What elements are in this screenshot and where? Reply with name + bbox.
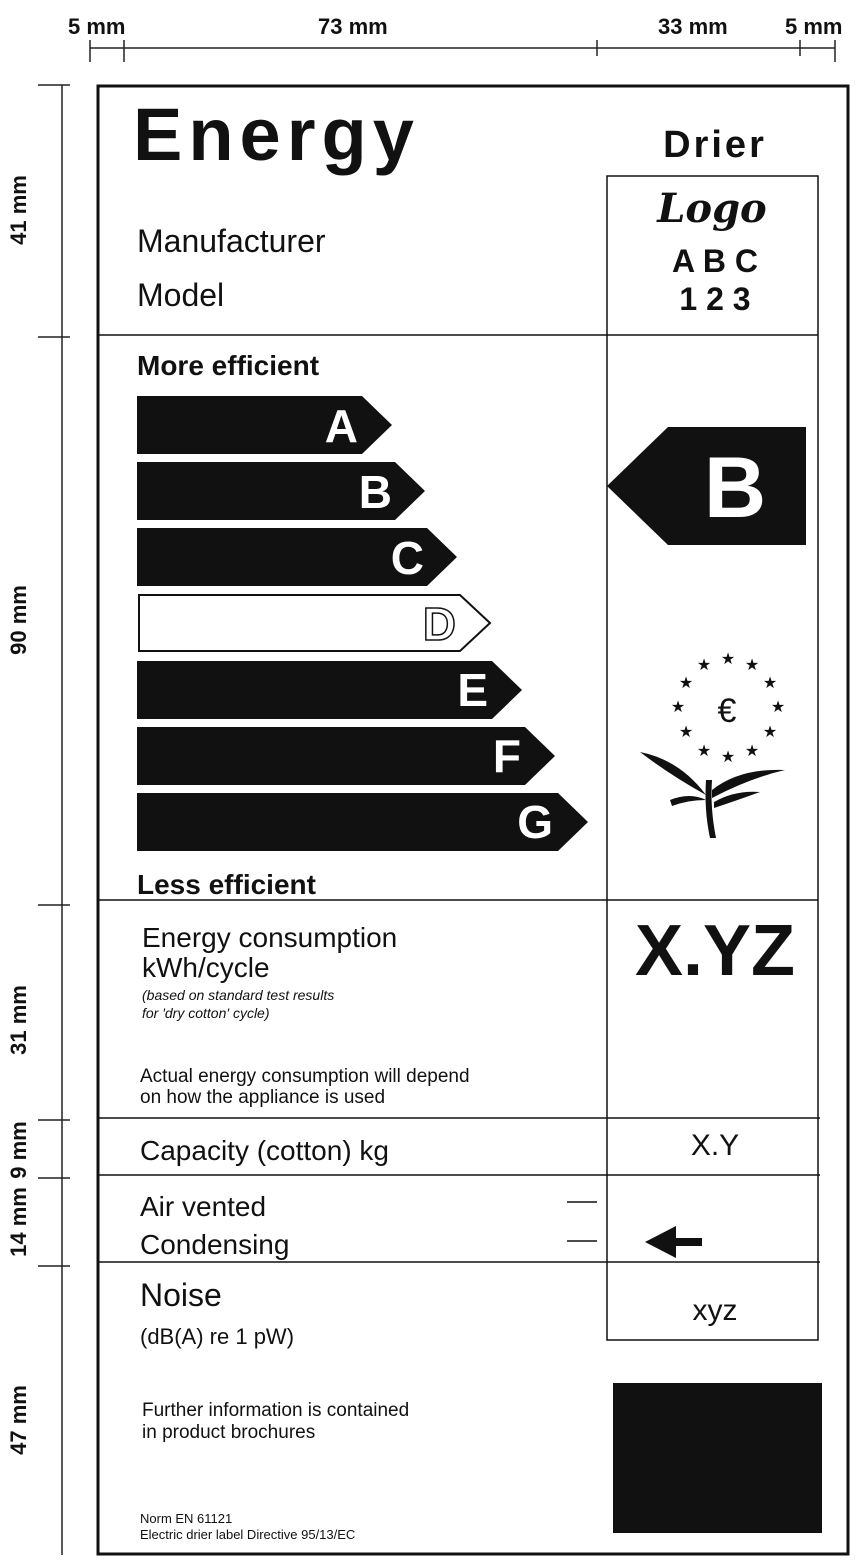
svg-text:★: ★: [738, 1489, 750, 1504]
svg-text:★: ★: [756, 1472, 768, 1487]
dim-left: 31 mm: [6, 985, 31, 1055]
dim-left: 14 mm: [6, 1187, 31, 1257]
noise-unit: (dB(A) re 1 pW): [140, 1324, 294, 1349]
svg-text:★: ★: [668, 1430, 680, 1445]
directive: Electric drier label Directive 95/13/EC: [140, 1527, 355, 1542]
svg-text:★: ★: [756, 1430, 768, 1445]
less-efficient: Less efficient: [137, 869, 316, 900]
class-bar: [138, 594, 492, 652]
noise-label: Noise: [140, 1277, 222, 1313]
class-bar: [137, 793, 588, 851]
consumption-unit: kWh/cycle: [142, 952, 270, 983]
svg-text:★: ★: [697, 657, 711, 674]
logo: Logo: [656, 185, 766, 232]
rating: B: [704, 440, 766, 536]
svg-text:★: ★: [686, 1489, 698, 1504]
dim-left: 90 mm: [6, 585, 31, 655]
consumption-remark: Actual energy consumption will depend: [140, 1066, 470, 1087]
type-option: Condensing: [140, 1229, 289, 1260]
svg-text:★: ★: [738, 1413, 750, 1428]
appliance: Drier: [663, 124, 767, 166]
dim-top: 73 mm: [318, 14, 388, 39]
class-letter: G: [517, 796, 553, 848]
consumption-note: (based on standard test results: [142, 987, 334, 1003]
eco-flower: ★ ★★ ★★★ ★★★ ★★★ €: [640, 651, 785, 838]
manufacturer-value: A B C: [672, 243, 758, 279]
dim-top: 5 mm: [785, 14, 842, 39]
norm: Norm EN 61121: [140, 1511, 232, 1526]
dimension-lines: [38, 40, 836, 1555]
svg-text:★: ★: [712, 1496, 724, 1511]
dim-left: 41 mm: [6, 175, 31, 245]
svg-text:★: ★: [679, 675, 693, 692]
dim-left: 47 mm: [6, 1385, 31, 1455]
class-letter: D: [423, 598, 456, 650]
type-arrow: [645, 1226, 702, 1258]
class-letter: A: [325, 400, 358, 452]
manufacturer-label: Manufacturer: [137, 223, 326, 259]
svg-text:★: ★: [671, 699, 685, 716]
capacity-value: X.Y: [691, 1129, 739, 1162]
option-dashes: [567, 1201, 597, 1242]
type-option: Air vented: [140, 1191, 266, 1222]
class-letter: C: [391, 532, 424, 584]
svg-text:★: ★: [721, 749, 735, 766]
svg-text:★: ★: [721, 651, 735, 668]
dim-left: 9 mm: [6, 1121, 31, 1178]
section-lines: [98, 175, 820, 1341]
title: Energy: [133, 93, 420, 176]
svg-text:€: €: [718, 692, 737, 730]
rating-arrow: [607, 427, 806, 545]
class-bar: [137, 727, 555, 785]
svg-text:★: ★: [763, 724, 777, 741]
consumption-note: for 'dry cotton' cycle): [142, 1005, 270, 1021]
svg-text:★: ★: [662, 1451, 674, 1466]
svg-text:★: ★: [763, 675, 777, 692]
class-bar: [137, 462, 425, 520]
class-letter: E: [457, 664, 488, 716]
eu-flag: ★ ★ ★ ★ ★ ★ ★ ★ ★ ★ ★ ★: [613, 1383, 822, 1533]
dim-top: 33 mm: [658, 14, 728, 39]
svg-text:★: ★: [762, 1451, 774, 1466]
consumption-remark: on how the appliance is used: [140, 1087, 385, 1108]
consumption-value: X.YZ: [635, 911, 795, 991]
class-letter: B: [359, 466, 392, 518]
svg-text:★: ★: [679, 724, 693, 741]
class-bar: [137, 528, 457, 586]
more-efficient: More efficient: [137, 350, 319, 381]
svg-text:★: ★: [668, 1472, 680, 1487]
svg-text:★: ★: [686, 1413, 698, 1428]
class-bar: [137, 661, 522, 719]
svg-text:★: ★: [697, 743, 711, 760]
label-frame: [96, 84, 850, 1556]
class-letter: F: [493, 730, 521, 782]
svg-text:★: ★: [745, 657, 759, 674]
svg-text:★: ★: [771, 699, 785, 716]
model-value: 1 2 3: [679, 281, 750, 317]
model-label: Model: [137, 277, 224, 313]
svg-text:★: ★: [745, 743, 759, 760]
dim-top: 5 mm: [68, 14, 125, 39]
capacity-label: Capacity (cotton) kg: [140, 1135, 389, 1166]
svg-text:★: ★: [712, 1406, 724, 1421]
info: in product brochures: [142, 1422, 315, 1443]
consumption-label: Energy consumption: [142, 922, 397, 953]
info: Further information is contained: [142, 1400, 409, 1421]
noise-value: xyz: [693, 1294, 738, 1327]
class-bar: [137, 396, 392, 454]
